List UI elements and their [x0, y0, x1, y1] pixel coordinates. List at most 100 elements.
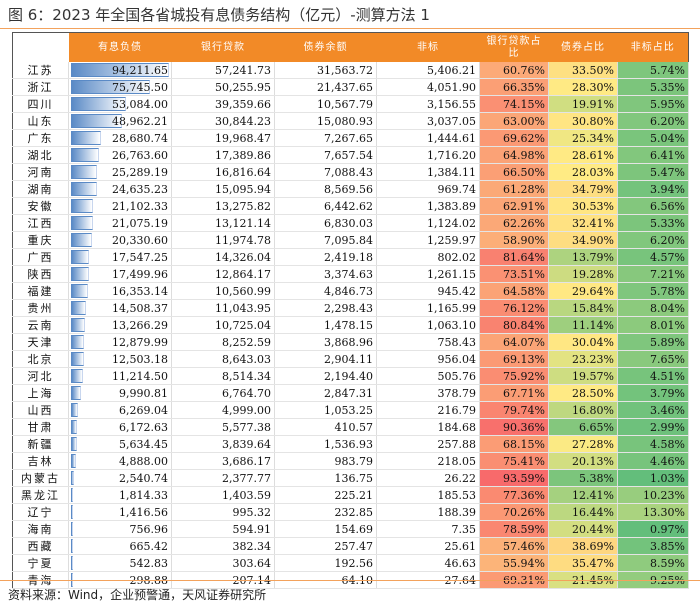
ratio-cell: 76.12% — [479, 299, 549, 317]
ratio-cell: 15.84% — [548, 299, 618, 317]
value-cell: 1,444.61 — [376, 129, 480, 147]
ratio-cell: 77.36% — [479, 486, 549, 504]
data-bar — [71, 454, 77, 468]
ratio-cell: 3.79% — [617, 384, 689, 402]
ratio-cell: 75.92% — [479, 367, 549, 385]
column-header: 银行贷款 — [171, 32, 275, 62]
value-cell: 4,999.00 — [171, 401, 275, 419]
value-cell: 6,830.03 — [274, 214, 377, 232]
data-bar — [71, 182, 97, 196]
table-row: 广西 17,547.25 14,326.04 2,419.18 802.02 81.64%… — [12, 248, 689, 266]
province-name: 江苏 — [12, 62, 69, 79]
interest-debt-cell: 25,289.19 — [68, 163, 172, 181]
interest-debt-cell: 12,879.99 — [68, 333, 172, 351]
cell-value: 665.42 — [129, 539, 169, 553]
ratio-cell: 19.28% — [548, 265, 618, 283]
column-header — [12, 32, 69, 62]
table-row: 河南 25,289.19 16,816.64 7,088.43 1,384.11 66.5… — [12, 163, 689, 181]
ratio-cell: 93.59% — [479, 469, 549, 487]
province-name: 山西 — [12, 401, 69, 419]
cell-value: 25,289.19 — [112, 165, 168, 179]
ratio-cell: 27.28% — [548, 435, 618, 453]
value-cell: 6,442.62 — [274, 197, 377, 215]
cell-value: 12,879.99 — [112, 335, 168, 349]
table-row: 广东 28,680.74 19,968.47 7,267.65 1,444.61 69.6… — [12, 129, 689, 147]
value-cell: 185.53 — [376, 486, 480, 504]
value-cell: 19,968.47 — [171, 129, 275, 147]
ratio-cell: 3.46% — [617, 401, 689, 419]
ratio-cell: 1.03% — [617, 469, 689, 487]
ratio-cell: 69.13% — [479, 350, 549, 368]
top-divider — [0, 28, 700, 29]
province-name: 海南 — [12, 520, 69, 538]
interest-debt-cell: 11,214.50 — [68, 367, 172, 385]
interest-debt-cell: 48,962.21 — [68, 112, 172, 130]
interest-debt-cell: 9,990.81 — [68, 384, 172, 402]
value-cell: 10,567.79 — [274, 95, 377, 113]
column-header: 债券占比 — [548, 32, 618, 62]
value-cell: 758.43 — [376, 333, 480, 351]
ratio-cell: 73.51% — [479, 265, 549, 283]
table-row: 重庆 20,330.60 11,974.78 7,095.84 1,259.97 58.9… — [12, 231, 689, 249]
value-cell: 983.79 — [274, 452, 377, 470]
value-cell: 57,241.73 — [171, 62, 275, 79]
value-cell: 1,259.97 — [376, 231, 480, 249]
value-cell: 303.64 — [171, 554, 275, 572]
province-name: 广东 — [12, 129, 69, 147]
value-cell: 192.56 — [274, 554, 377, 572]
data-bar — [71, 539, 73, 553]
table-row: 新疆 5,634.45 3,839.64 1,536.93 257.88 68.15% 27… — [12, 435, 689, 453]
value-cell: 3,037.05 — [376, 112, 480, 130]
interest-debt-cell: 665.42 — [68, 537, 172, 555]
table-row: 宁夏 542.83 303.64 192.56 46.63 55.94% 35.47% 8.5… — [12, 554, 689, 572]
interest-debt-cell: 28,680.74 — [68, 129, 172, 147]
value-cell: 25.61 — [376, 537, 480, 555]
value-cell: 13,121.14 — [171, 214, 275, 232]
ratio-cell: 6.65% — [548, 418, 618, 436]
table-row: 江西 21,075.19 13,121.14 6,830.03 1,124.02 62.2… — [12, 214, 689, 232]
ratio-cell: 79.74% — [479, 401, 549, 419]
province-name: 浙江 — [12, 78, 69, 96]
interest-debt-cell: 2,540.74 — [68, 469, 172, 487]
interest-debt-cell: 6,172.63 — [68, 418, 172, 436]
ratio-cell: 4.51% — [617, 367, 689, 385]
ratio-cell: 5.74% — [617, 62, 689, 79]
data-bar — [71, 63, 169, 77]
column-header: 非标占比 — [617, 32, 689, 62]
cell-value: 21,075.19 — [112, 216, 168, 230]
ratio-cell: 4.46% — [617, 452, 689, 470]
value-cell: 13,275.82 — [171, 197, 275, 215]
ratio-cell: 25.34% — [548, 129, 618, 147]
ratio-cell: 34.79% — [548, 180, 618, 198]
value-cell: 257.47 — [274, 537, 377, 555]
value-cell: 257.88 — [376, 435, 480, 453]
ratio-cell: 7.65% — [617, 350, 689, 368]
ratio-cell: 28.03% — [548, 163, 618, 181]
value-cell: 956.04 — [376, 350, 480, 368]
data-bar — [71, 471, 74, 485]
value-cell: 2,904.11 — [274, 350, 377, 368]
data-bar — [71, 80, 150, 94]
ratio-cell: 90.36% — [479, 418, 549, 436]
province-name: 湖南 — [12, 180, 69, 198]
ratio-cell: 10.23% — [617, 486, 689, 504]
province-name: 重庆 — [12, 231, 69, 249]
value-cell: 7,095.84 — [274, 231, 377, 249]
data-bar — [71, 522, 73, 536]
ratio-cell: 64.58% — [479, 282, 549, 300]
value-cell: 2,194.40 — [274, 367, 377, 385]
cell-value: 26,763.60 — [112, 148, 168, 162]
cell-value: 756.96 — [129, 522, 169, 536]
ratio-cell: 30.04% — [548, 333, 618, 351]
table-row: 云南 13,266.29 10,725.04 1,478.15 1,063.10 80.8… — [12, 316, 689, 334]
value-cell: 7.35 — [376, 520, 480, 538]
value-cell: 21,437.65 — [274, 78, 377, 96]
ratio-cell: 20.44% — [548, 520, 618, 538]
data-bar — [71, 301, 87, 315]
ratio-cell: 20.13% — [548, 452, 618, 470]
ratio-cell: 74.15% — [479, 95, 549, 113]
cell-value: 12,503.18 — [112, 352, 168, 366]
data-bar — [71, 284, 88, 298]
ratio-cell: 5.35% — [617, 78, 689, 96]
ratio-cell: 6.56% — [617, 197, 689, 215]
